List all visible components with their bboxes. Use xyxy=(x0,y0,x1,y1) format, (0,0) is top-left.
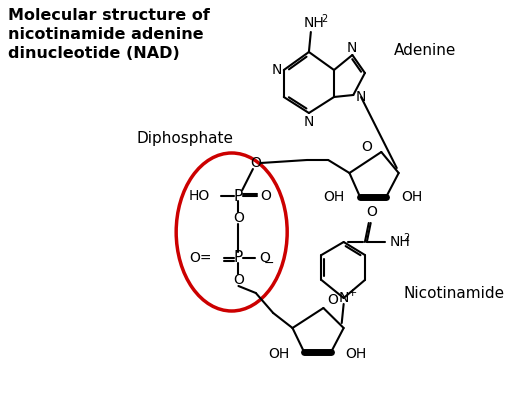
Text: O: O xyxy=(260,251,270,265)
Text: O: O xyxy=(250,156,261,170)
Text: O: O xyxy=(260,189,271,203)
Text: N: N xyxy=(356,90,366,104)
Text: Adenine: Adenine xyxy=(394,43,456,58)
Text: P: P xyxy=(234,251,243,266)
Text: O: O xyxy=(366,205,377,219)
Text: N: N xyxy=(339,291,349,305)
Text: Molecular structure of
nicotinamide adenine
dinucleotide (NAD): Molecular structure of nicotinamide aden… xyxy=(8,8,209,61)
Text: O: O xyxy=(233,211,244,225)
Text: N: N xyxy=(272,63,282,77)
Text: O=: O= xyxy=(189,251,212,265)
Text: N: N xyxy=(346,41,356,55)
Text: 2: 2 xyxy=(321,14,328,24)
Text: O: O xyxy=(233,273,244,287)
Text: Nicotinamide: Nicotinamide xyxy=(404,286,505,301)
Text: −: − xyxy=(264,256,275,269)
Text: P: P xyxy=(234,188,243,203)
Text: O: O xyxy=(328,293,339,307)
Text: HO: HO xyxy=(188,189,209,203)
Text: OH: OH xyxy=(402,190,423,204)
Text: OH: OH xyxy=(345,347,367,361)
Text: NH: NH xyxy=(303,16,324,30)
Text: O: O xyxy=(361,140,372,154)
Text: OH: OH xyxy=(268,347,290,361)
Text: N: N xyxy=(304,115,314,129)
Text: OH: OH xyxy=(323,190,344,204)
Text: Diphosphate: Diphosphate xyxy=(137,130,234,145)
Text: +: + xyxy=(348,288,357,298)
Text: 2: 2 xyxy=(404,233,410,243)
Text: NH: NH xyxy=(390,235,411,249)
